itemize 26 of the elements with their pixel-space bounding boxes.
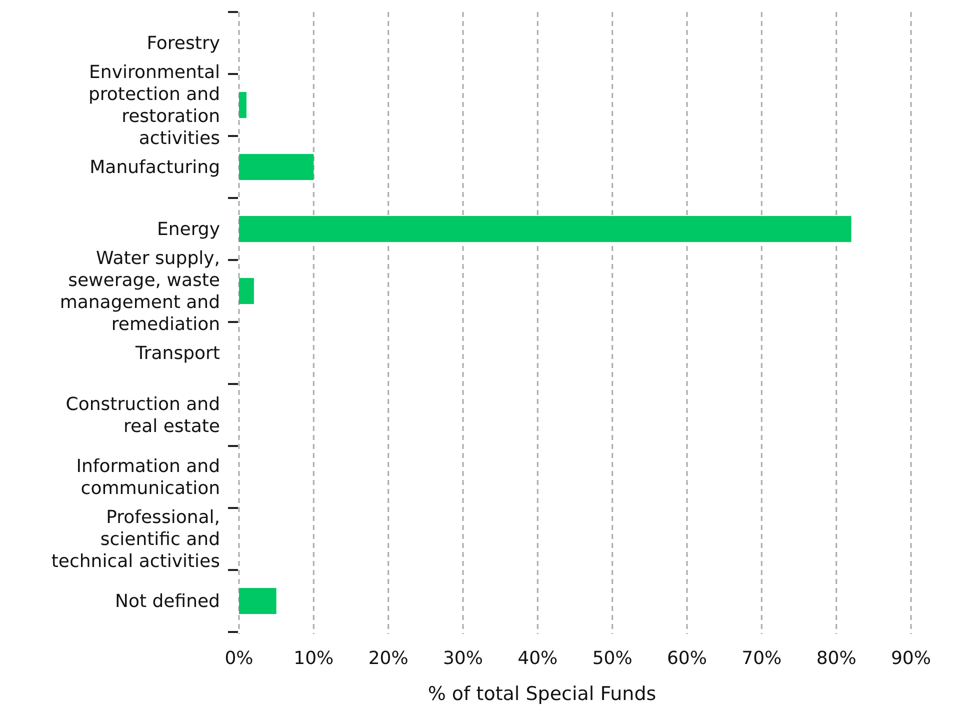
y-tick-label: Water supply, sewerage, waste management and remediation	[60, 248, 220, 335]
y-tick-label: Transport	[134, 343, 220, 364]
bar	[239, 92, 246, 118]
y-tick-label: Professional, scientific and technical activities	[51, 507, 220, 572]
y-tick-label: Energy	[156, 219, 220, 240]
x-axis-title: % of total Special Funds	[428, 683, 656, 705]
y-tick-label: Environmental protection and restoration activities	[88, 62, 220, 149]
y-tick-label: Forestry	[146, 33, 220, 54]
x-tick-label: 20%	[368, 648, 408, 669]
bar	[239, 154, 314, 180]
x-tick-label: 70%	[742, 648, 782, 669]
x-tick-label: 30%	[442, 648, 484, 669]
bar	[239, 216, 852, 242]
y-tick-label: Manufacturing	[90, 157, 220, 178]
x-tick-label: 10%	[294, 648, 334, 669]
y-tick-label: Not defined	[114, 591, 220, 612]
x-tick-label: 40%	[518, 648, 558, 669]
y-tick-label: Construction and real estate	[66, 394, 220, 437]
x-tick-label: 50%	[592, 648, 632, 669]
x-tick-label: 90%	[890, 648, 932, 669]
y-tick-label: Information and communication	[76, 456, 220, 499]
x-tick-label: 0%	[224, 648, 254, 669]
bar	[239, 588, 276, 614]
x-tick-label: 60%	[666, 648, 708, 669]
bar	[239, 278, 254, 304]
x-tick-label: 80%	[816, 648, 856, 669]
